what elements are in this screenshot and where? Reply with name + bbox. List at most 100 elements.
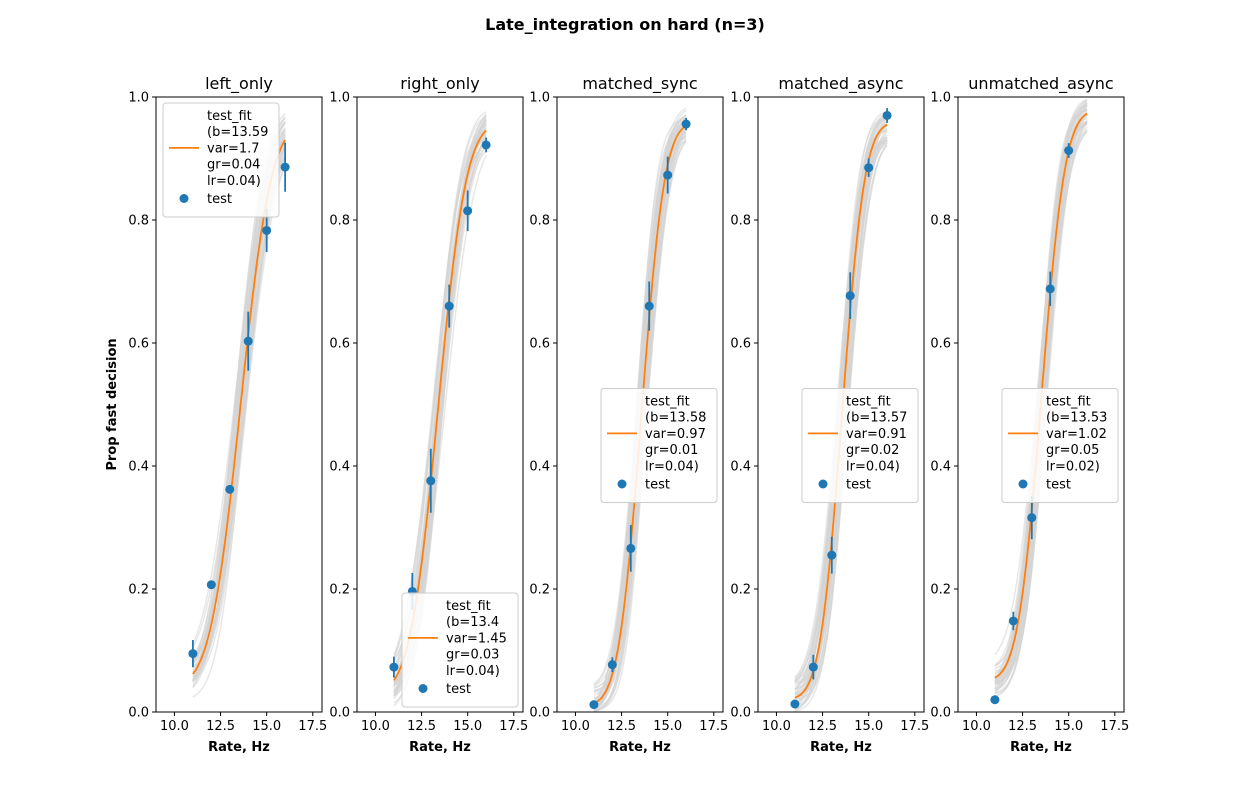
legend-swatch-test bbox=[179, 194, 189, 203]
legend-label-test: test bbox=[846, 478, 871, 493]
legend-label-fit: var=1.7 bbox=[207, 141, 260, 156]
legend-label-fit: test_fit bbox=[207, 109, 252, 124]
axes-frame bbox=[155, 96, 323, 713]
y-tick-label: 0.4 bbox=[730, 460, 751, 475]
y-tick-label: 0.2 bbox=[730, 583, 751, 598]
legend-swatch-test bbox=[418, 684, 428, 693]
y-tick-label: 0.8 bbox=[529, 214, 550, 229]
x-tick-label: 17.5 bbox=[900, 719, 929, 734]
panel-left-only: 0.0 0.2 0.4 0.6 0.8 1.0 10.0 12.5 15.0 17.5 left_o… bbox=[128, 74, 327, 755]
x-tick-label: 12.5 bbox=[808, 719, 837, 734]
legend-swatch-test bbox=[818, 479, 828, 489]
x-axis-label: Rate, Hz bbox=[409, 740, 471, 755]
legend-box bbox=[600, 388, 718, 503]
x-tick-label: 12.5 bbox=[407, 719, 436, 734]
subplot-grid: 0.0 0.2 0.4 0.6 0.8 1.0 10.0 12.5 15.0 17.5 left_o… bbox=[128, 74, 1129, 755]
data-point bbox=[790, 699, 800, 709]
legend-label-fit: var=0.97 bbox=[645, 427, 706, 442]
legend-label-fit: (b=13.4 bbox=[446, 615, 499, 630]
x-tick-label: 17.5 bbox=[499, 719, 528, 734]
data-point bbox=[663, 170, 673, 180]
legend-box bbox=[801, 388, 919, 503]
y-tick-label: 0.6 bbox=[930, 337, 951, 352]
data-point bbox=[589, 700, 599, 710]
data-point bbox=[845, 291, 855, 301]
legend-label-fit: var=0.91 bbox=[846, 427, 907, 442]
y-tick-label: 0.2 bbox=[128, 583, 149, 598]
data-point bbox=[990, 695, 1000, 705]
axes-frame bbox=[757, 96, 925, 713]
y-tick-label: 1.0 bbox=[730, 91, 751, 106]
legend-label-fit: gr=0.01 bbox=[645, 443, 698, 458]
data-point bbox=[607, 660, 617, 670]
y-tick-label: 0.8 bbox=[730, 214, 751, 229]
y-tick-label: 0.2 bbox=[329, 583, 350, 598]
data-point bbox=[243, 336, 253, 346]
bootstrap-curve bbox=[593, 117, 687, 711]
y-tick-label: 0.0 bbox=[730, 706, 751, 721]
x-tick-label: 15.0 bbox=[453, 719, 482, 734]
legend-swatch-test bbox=[617, 479, 627, 489]
y-tick-label: 0.8 bbox=[329, 214, 350, 229]
x-tick-label: 10.0 bbox=[762, 719, 791, 734]
data-point bbox=[864, 163, 874, 173]
data-point bbox=[882, 110, 892, 120]
data-point bbox=[389, 662, 399, 672]
data-point bbox=[681, 119, 691, 129]
y-tick-label: 0.4 bbox=[529, 460, 550, 475]
x-tick-label: 10.0 bbox=[361, 719, 390, 734]
bootstrap-curve bbox=[994, 117, 1088, 666]
y-tick-label: 0.6 bbox=[128, 337, 149, 352]
x-axis-label: Rate, Hz bbox=[810, 740, 872, 755]
y-tick-label: 0.8 bbox=[930, 214, 951, 229]
y-tick-label: 0.0 bbox=[128, 706, 149, 721]
y-tick-label: 1.0 bbox=[329, 91, 350, 106]
y-tick-label: 0.4 bbox=[930, 460, 951, 475]
data-point bbox=[280, 162, 290, 172]
legend-label-test: test bbox=[645, 478, 670, 493]
data-point bbox=[426, 476, 436, 486]
legend-box bbox=[1001, 388, 1119, 503]
legend-box bbox=[401, 592, 519, 708]
x-tick-label: 15.0 bbox=[653, 719, 682, 734]
subplot-title: matched_sync bbox=[582, 74, 697, 94]
legend-label-fit: lr=0.04) bbox=[446, 664, 500, 679]
data-point bbox=[206, 580, 216, 590]
x-tick-label: 10.0 bbox=[561, 719, 590, 734]
legend-label-fit: gr=0.05 bbox=[1046, 443, 1099, 458]
data-point bbox=[1064, 146, 1074, 156]
figure-title: Late_integration on hard (n=3) bbox=[485, 15, 765, 34]
legend-label-fit: gr=0.03 bbox=[446, 648, 499, 663]
legend-label-fit: test_fit bbox=[1046, 395, 1091, 410]
legend-label-fit: gr=0.04 bbox=[207, 158, 260, 173]
data-point bbox=[644, 301, 654, 311]
legend-label-fit: lr=0.04) bbox=[207, 174, 261, 189]
legend-label-fit: lr=0.04) bbox=[645, 459, 699, 474]
x-tick-label: 15.0 bbox=[1054, 719, 1083, 734]
data-point bbox=[262, 225, 272, 235]
y-tick-label: 1.0 bbox=[529, 91, 550, 106]
y-tick-label: 0.0 bbox=[329, 706, 350, 721]
legend-label-fit: lr=0.02) bbox=[1046, 459, 1100, 474]
y-tick-label: 0.6 bbox=[730, 337, 751, 352]
x-axis-label: Rate, Hz bbox=[1010, 740, 1072, 755]
data-point bbox=[463, 206, 473, 216]
x-tick-label: 17.5 bbox=[1100, 719, 1129, 734]
legend-label-fit: (b=13.53 bbox=[1046, 411, 1107, 426]
legend-label-fit: (b=13.58 bbox=[645, 411, 706, 426]
bootstrap-curve bbox=[794, 114, 888, 699]
y-tick-label: 0.4 bbox=[329, 460, 350, 475]
y-tick-label: 1.0 bbox=[930, 91, 951, 106]
x-tick-label: 10.0 bbox=[160, 719, 189, 734]
data-point bbox=[225, 484, 235, 494]
x-tick-label: 12.5 bbox=[206, 719, 235, 734]
x-tick-label: 12.5 bbox=[1008, 719, 1037, 734]
legend-label-fit: var=1.45 bbox=[446, 631, 507, 646]
x-axis-label: Rate, Hz bbox=[609, 740, 671, 755]
